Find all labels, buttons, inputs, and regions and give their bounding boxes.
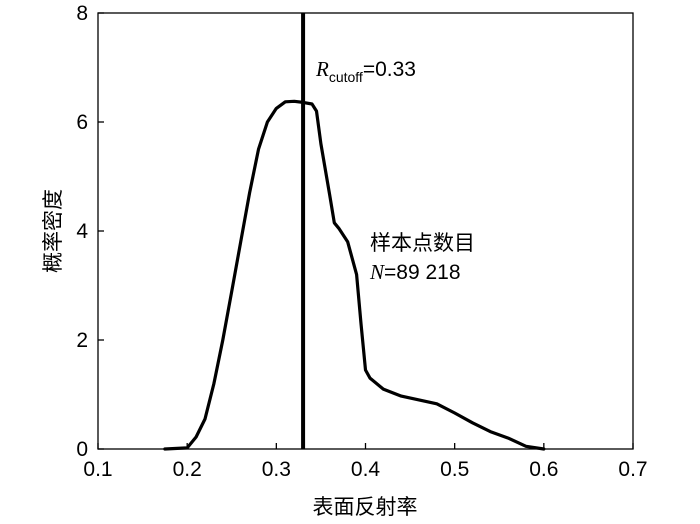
sample-count-symbol: N: [369, 260, 385, 284]
y-tick-label: 8: [76, 2, 88, 25]
y-axis-title: 概率密度: [41, 189, 65, 273]
x-tick-label: 0.7: [618, 458, 647, 481]
cutoff-label: Rcutoff=0.33: [315, 57, 416, 85]
x-axis-ticks: 0.1 0.2 0.3 0.4 0.5 0.6 0.7: [83, 443, 648, 481]
sample-count-number: =89 218: [384, 261, 461, 284]
x-tick-label: 0.3: [262, 458, 291, 481]
y-tick-label: 6: [76, 111, 88, 134]
density-curve: [163, 99, 546, 451]
y-tick-label: 0: [76, 438, 88, 461]
cutoff-subscript: cutoff: [329, 69, 363, 85]
y-tick-label: 4: [76, 220, 88, 243]
y-axis-ticks: 0 2 4 6 8: [76, 2, 104, 461]
x-tick-label: 0.2: [173, 458, 202, 481]
y-tick-label: 2: [76, 329, 88, 352]
x-tick-label: 0.1: [83, 458, 112, 481]
cutoff-symbol: R: [315, 57, 329, 81]
cutoff-value: =0.33: [363, 58, 416, 81]
x-axis-title: 表面反射率: [313, 495, 418, 519]
x-tick-label: 0.5: [440, 458, 469, 481]
x-tick-label: 0.6: [529, 458, 558, 481]
x-tick-label: 0.4: [351, 458, 381, 481]
sample-count-label: 样本点数目: [370, 231, 475, 255]
sample-count-value: N=89 218: [369, 260, 461, 284]
